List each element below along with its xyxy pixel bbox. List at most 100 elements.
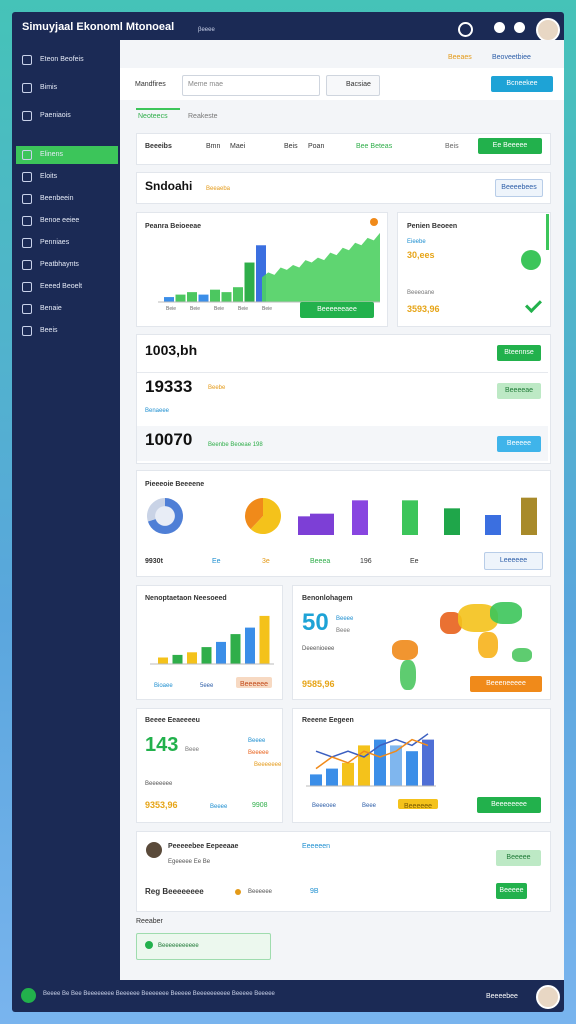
top-link[interactable]: Beoveetbiee — [492, 54, 531, 61]
nav-icon[interactable] — [22, 216, 32, 226]
kpi-item: Beeee — [248, 738, 266, 744]
divider — [137, 372, 548, 373]
tab[interactable]: Reakeste — [188, 113, 218, 120]
card-title: Reeene Eegeen — [302, 717, 354, 724]
bar — [485, 515, 501, 535]
card-button[interactable]: Beeeee — [496, 883, 527, 899]
filter-item[interactable]: Poan — [308, 143, 325, 150]
footer-avatar[interactable] — [536, 985, 560, 1009]
bar — [245, 627, 255, 664]
card-button[interactable]: Beeeeee — [236, 677, 272, 688]
filter-select[interactable]: Beis — [445, 143, 459, 150]
line — [315, 738, 429, 770]
nav-icon[interactable] — [22, 172, 32, 182]
card-value: 30,ees — [407, 250, 435, 260]
primary-button[interactable]: Bcneekee — [491, 76, 553, 92]
section-title: Sndoahi — [145, 179, 193, 193]
header-icon[interactable] — [494, 22, 505, 33]
stat-button[interactable]: Bteennse — [497, 345, 541, 361]
bar — [402, 500, 418, 535]
card-button[interactable]: Beeeneeeee — [470, 676, 542, 692]
nav-item[interactable]: Bimis — [40, 84, 58, 91]
pie-chart — [147, 498, 183, 534]
row-value: 9B — [310, 888, 319, 895]
header-icon[interactable] — [514, 22, 525, 33]
nav-icon[interactable] — [22, 150, 32, 160]
bar — [322, 513, 334, 535]
nav-item[interactable]: Paeniaois — [40, 112, 71, 119]
legend-item: 196 — [360, 558, 372, 565]
nav-item[interactable]: Penniaes — [40, 239, 70, 246]
section-button[interactable]: Beeeebees — [495, 179, 543, 197]
card-title: Beeee Eeaeeeeu — [145, 717, 200, 724]
user-avatar[interactable] — [536, 18, 560, 42]
card-button[interactable]: Beeeeeeaee — [300, 302, 374, 318]
filter-tag[interactable]: Bee Beteas — [356, 143, 393, 150]
nav-item[interactable]: Peatbhaynts — [40, 261, 79, 268]
nav-item[interactable]: Eteon Beofeis — [40, 56, 84, 63]
nav-icon[interactable] — [22, 83, 32, 93]
nav-item[interactable]: Benaie — [40, 305, 62, 312]
legend-item: 9930t — [145, 558, 163, 565]
x-tick-label: Beie — [166, 306, 177, 312]
card-button[interactable]: Beeeeeeee — [477, 797, 541, 813]
row-note: Beeeeee — [248, 889, 273, 895]
stat-value: 19333 — [145, 377, 193, 396]
card-title: Penien Beoeen — [407, 223, 458, 230]
nav-item[interactable]: Beeis — [40, 327, 58, 334]
bar — [230, 634, 241, 664]
card-title: Peanra Beioeeae — [145, 223, 202, 230]
search[interactable] — [326, 75, 380, 96]
bar — [422, 739, 434, 786]
filter-item[interactable]: Maei — [230, 143, 246, 150]
bar — [244, 262, 255, 302]
nav-item[interactable]: Benoe eeiee — [40, 217, 80, 224]
nav-item[interactable]: Elinens — [40, 151, 63, 158]
bar — [172, 654, 183, 664]
filter-item[interactable]: Bmn — [206, 143, 221, 150]
nav-icon[interactable] — [22, 55, 32, 65]
bar — [521, 497, 537, 535]
reminder-label: Reeaber — [136, 918, 163, 925]
card-label: Beeee — [210, 804, 228, 810]
footer-icon — [21, 988, 36, 1003]
card-note: Beeeeeee — [145, 781, 173, 787]
legend-item: Ee — [410, 558, 419, 565]
card-button[interactable]: Beeeee — [496, 850, 541, 866]
tab[interactable]: Neoteecs — [138, 113, 168, 120]
bar — [158, 657, 168, 664]
card-title: Benonlohagem — [302, 595, 353, 602]
nav-item[interactable]: Beenbeein — [40, 195, 74, 202]
nav-icon[interactable] — [22, 238, 32, 248]
nav-icon[interactable] — [22, 111, 32, 121]
filter-button[interactable]: Ee Beeeee — [478, 138, 542, 154]
card-total: 9353,96 — [145, 800, 178, 810]
toolbar-label: Mandfires — [135, 81, 166, 88]
line — [315, 733, 429, 758]
nav-icon[interactable] — [22, 326, 32, 336]
stat-button[interactable]: Beeeeae — [497, 383, 541, 399]
nav-icon[interactable] — [22, 282, 32, 292]
nav-icon[interactable] — [22, 194, 32, 204]
top-link[interactable]: Beeaes — [448, 54, 472, 61]
reminder-input[interactable] — [136, 933, 271, 960]
map-region — [440, 612, 462, 634]
chip[interactable]: Beeeeee — [398, 799, 438, 810]
tab-underline — [136, 108, 180, 110]
header-icon[interactable] — [458, 22, 473, 37]
nav-icon[interactable] — [22, 260, 32, 270]
card-note: Beeeoane — [407, 290, 435, 296]
card-link[interactable]: Eeeeeen — [302, 843, 331, 850]
map-region — [512, 648, 532, 662]
app-title: Simuyjaal Ekonoml Mtonoeal — [22, 21, 175, 33]
card-button[interactable]: Leeeeee — [484, 552, 543, 570]
nav-item[interactable]: Eeeed Beoelt — [40, 283, 83, 290]
filter-item[interactable]: Beis — [284, 143, 298, 150]
nav-item[interactable]: Eloits — [40, 173, 58, 180]
map-region — [490, 602, 522, 624]
stat-button[interactable]: Beeeee — [497, 436, 541, 452]
row-title: Reg Beeeeeeee — [145, 887, 204, 896]
select[interactable] — [182, 75, 320, 96]
nav-icon[interactable] — [22, 304, 32, 314]
